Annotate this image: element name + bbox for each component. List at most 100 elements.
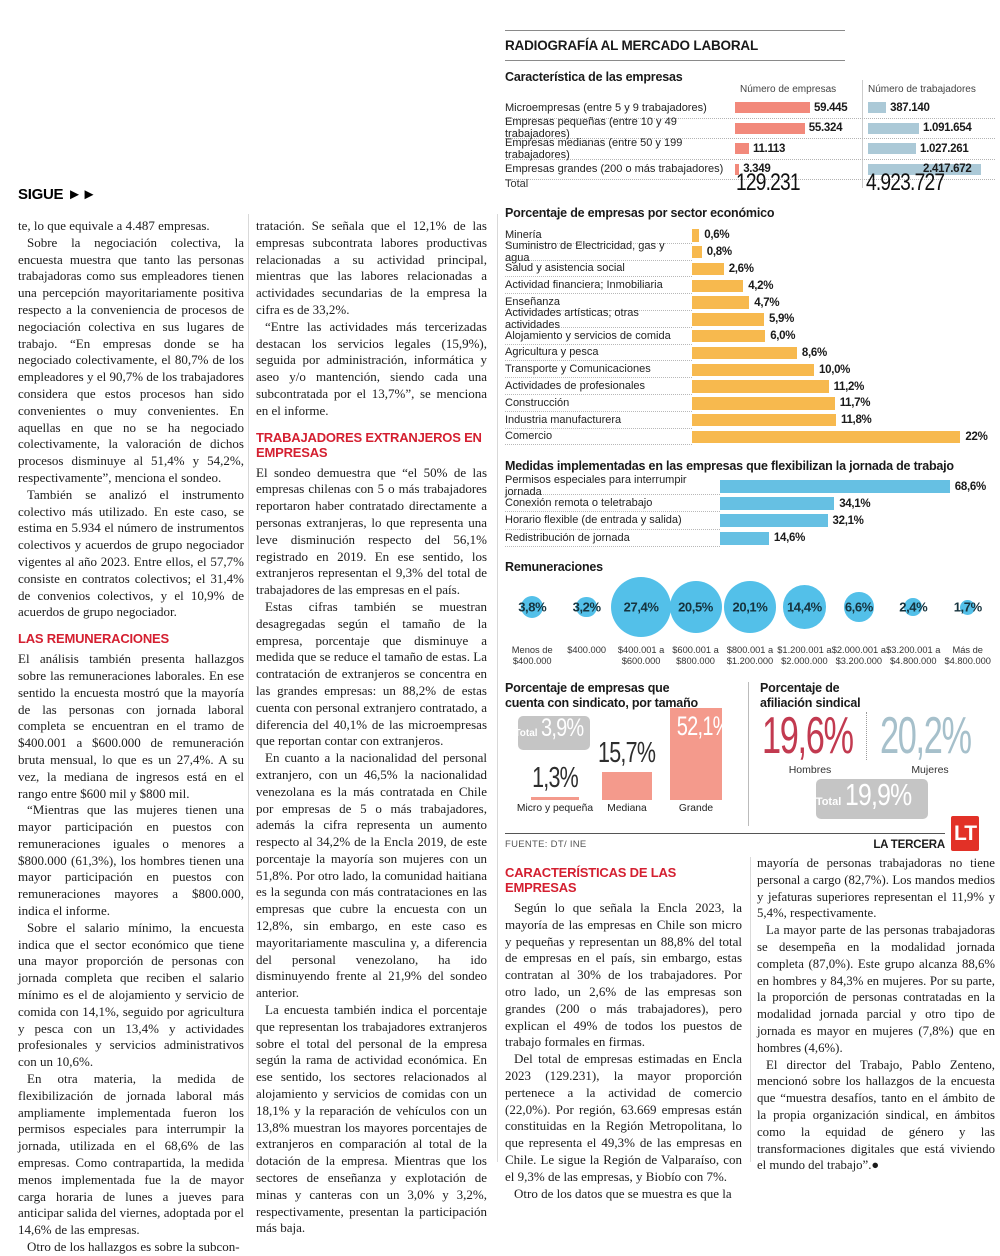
- sector-row-label: Actividad financiera; Inmobiliaria: [505, 277, 692, 294]
- bracket-label: $3.200.001 a$4.800.000: [886, 645, 940, 667]
- remuneration-bracket: 2,4%$3.200.001 a$4.800.000: [886, 576, 940, 667]
- bracket-label: Más de$4.800.000: [941, 645, 995, 667]
- sector-row-value: 5,9%: [769, 313, 794, 325]
- bracket-label-line: $4.800.000: [886, 656, 940, 667]
- column-divider: [750, 857, 751, 1162]
- sindicato-value: 1,3%: [532, 764, 578, 793]
- sector-row-value: 11,8%: [841, 414, 871, 426]
- bracket-label: Menos de$400.000: [505, 645, 559, 667]
- sindicato-bar: 52,1%: [670, 708, 722, 800]
- infographic-title: RADIOGRAFÍA AL MERCADO LABORAL: [505, 38, 758, 53]
- bracket-label: $400.000: [559, 645, 613, 656]
- remuneration-bracket: 3,8%Menos de$400.000: [505, 576, 559, 667]
- sectores-section-title: Porcentaje de empresas por sector económ…: [505, 206, 774, 220]
- body-paragraph: La mayor parte de las personas trabajado…: [757, 922, 995, 1056]
- body-paragraph: El análisis también presenta hallazgos s…: [18, 651, 244, 802]
- sector-row: Salud y asistencia social 2,6%: [505, 261, 995, 278]
- sector-row-value: 11,7%: [840, 397, 870, 409]
- body-paragraph: te, lo que equivale a 4.487 empresas.: [18, 218, 244, 235]
- sector-row-label: Agricultura y pesca: [505, 345, 692, 362]
- remuneration-bracket: 6,6%$2.000.001 a$3.200.000: [832, 576, 886, 667]
- sindicato-total-value: 3,9%: [541, 716, 594, 741]
- bracket-label-line: $2.000.001 a: [832, 645, 886, 656]
- body-paragraph: En cuanto a la nacionalidad del personal…: [256, 750, 487, 1002]
- newspaper-page: { "kicker": {"label": "SIGUE", "arrows":…: [0, 0, 1000, 1177]
- empresas-section-title: Característica de las empresas: [505, 70, 682, 84]
- afiliacion-mujeres-value: 20,2%: [880, 710, 971, 762]
- sector-row-value: 2,6%: [729, 263, 754, 275]
- sector-row-label: Comercio: [505, 429, 692, 446]
- company-size-label: Microempresas (entre 5 y 9 trabajadores): [505, 102, 735, 114]
- medida-row: Horario flexible (de entrada y salida)32…: [505, 512, 995, 529]
- bracket-label-line: $600.001 a: [668, 645, 722, 656]
- bracket-label-line: $600.000: [614, 656, 668, 667]
- empresas-value: 11.113: [753, 143, 785, 155]
- bracket-label-line: $1.200.000: [723, 656, 777, 667]
- medidas-section-title: Medidas implementadas en las empresas qu…: [505, 459, 954, 473]
- continuation-kicker: SIGUE ►►: [18, 186, 96, 203]
- empresas-value: 55.324: [809, 122, 842, 134]
- body-paragraph: La encuesta también indica el porcentaje…: [256, 1002, 487, 1237]
- sector-row-value: 4,2%: [748, 280, 773, 292]
- sector-row-label: Transporte y Comunicaciones: [505, 361, 692, 378]
- sector-row-value: 11,2%: [834, 381, 864, 393]
- body-paragraph: Sobre el salario mínimo, la encuesta ind…: [18, 920, 244, 1071]
- bracket-label-line: $4.800.000: [941, 656, 995, 667]
- sindicato-total-number: 3,9%: [541, 716, 583, 741]
- empresas-value: 59.445: [814, 102, 847, 114]
- afiliacion-total-number: 19,9%: [845, 779, 911, 810]
- sector-row-bar: [692, 263, 724, 276]
- bracket-label-line: $2.000.000: [777, 656, 831, 667]
- medida-row-bar: [720, 497, 834, 510]
- remuneration-bracket: 14,4%$1.200.001 a$2.000.000: [777, 576, 831, 667]
- trabajadores-bar: [868, 143, 916, 154]
- afiliacion-divider: [866, 712, 867, 760]
- sindicato-bar-group: 1,3%: [513, 764, 597, 800]
- sector-row-bar: [692, 380, 829, 393]
- section-subhead: TRABAJADORES EXTRANJEROS EN EMPRESAS: [256, 430, 487, 460]
- empresas-column-header: Número de empresas: [740, 84, 836, 95]
- remuneration-bracket: 3,2%$400.000: [559, 576, 613, 667]
- medida-row-label: Conexión remota o teletrabajo: [505, 495, 720, 512]
- sindicato-category: Micro y pequeña: [513, 803, 597, 814]
- remuneration-bracket: 20,5%$600.001 a$800.000: [668, 576, 722, 667]
- sector-row-bar: [692, 347, 797, 360]
- sector-row-bar: [692, 229, 699, 242]
- body-paragraph: Sobre la negociación colectiva, la encue…: [18, 235, 244, 487]
- sector-row-bar: [692, 431, 960, 444]
- infographic-bottom-rule: [505, 833, 945, 834]
- body-paragraph: Estas cifras también se muestran desagre…: [256, 599, 487, 750]
- medida-row-bar: [720, 514, 828, 527]
- sector-row-label: Salud y asistencia social: [505, 261, 692, 278]
- sindicato-bar-group: 52,1%: [665, 708, 727, 800]
- trabajadores-bar: [868, 102, 886, 113]
- brand-name: LA TERCERA: [855, 839, 945, 851]
- company-size-row: Empresas medianas (entre 50 y 199 trabaj…: [505, 139, 995, 160]
- column-divider: [497, 214, 498, 1162]
- infographic-title-rule: [505, 60, 845, 61]
- trabajadores-bar-cell: 1.027.261: [868, 139, 995, 159]
- bracket-label-line: $1.200.001 a: [777, 645, 831, 656]
- bubble-value: 1,7%: [933, 600, 1000, 615]
- section-subhead: LAS REMUNERACIONES: [18, 631, 244, 646]
- empresas-bar: [735, 143, 749, 154]
- trabajadores-value: 1.091.654: [923, 122, 971, 134]
- medida-row-bar: [720, 532, 769, 545]
- total-label: Total: [505, 178, 528, 190]
- sector-row-value: 6,0%: [770, 330, 795, 342]
- bracket-label-line: $800.001 a: [723, 645, 777, 656]
- trabajadores-bar-cell: 387.140: [868, 98, 995, 118]
- sector-row: Actividad financiera; Inmobiliaria 4,2%: [505, 277, 995, 294]
- total-trabajadores-value: 4.923.727: [866, 169, 964, 197]
- bracket-label-line: Más de: [941, 645, 995, 656]
- sindicato-value: 15,7%: [598, 739, 655, 768]
- medida-row-value: 14,6%: [774, 532, 805, 544]
